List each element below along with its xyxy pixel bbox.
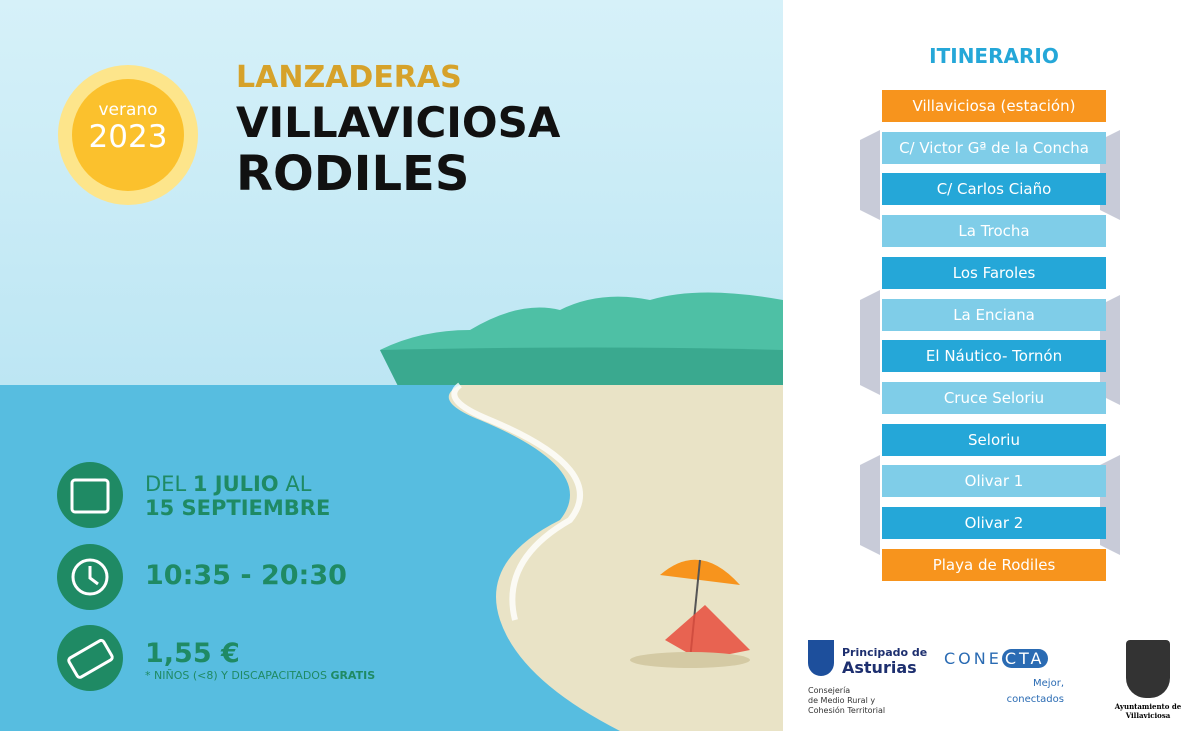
- kicker: LANZADERAS: [236, 60, 462, 95]
- itinerary-title: ITINERARIO: [929, 44, 1059, 68]
- stop: Los Faroles: [882, 256, 1106, 289]
- logo-text: Mejor,: [1033, 678, 1064, 689]
- logo-text: Villaviciosa: [1125, 711, 1171, 720]
- logo-text: Asturias: [842, 658, 917, 677]
- badge-year: 2023: [88, 119, 168, 155]
- logo-text: Ayuntamiento de: [1114, 702, 1182, 711]
- stop: La Trocha: [882, 215, 1106, 248]
- dates-part: 1 JULIO: [192, 472, 279, 496]
- logo-text: Consejería: [808, 686, 851, 695]
- umbrella: [630, 559, 750, 668]
- logo-text: CONE: [944, 649, 1002, 668]
- sun: [58, 65, 198, 205]
- price-note: * NIÑOS (<8) Y DISCAPACITADOS GRATIS: [145, 669, 375, 682]
- logo-text: de Medio Rural y: [808, 696, 876, 705]
- stop: Playa de Rodiles: [882, 548, 1106, 581]
- dates: DEL 1 JULIO AL 15 SEPTIEMBRE: [145, 472, 330, 520]
- note: * NIÑOS (<8) Y DISCAPACITADOS: [145, 669, 327, 682]
- conecta-tag: Mejor, conectados: [990, 676, 1064, 708]
- price: 1,55 €: [145, 638, 240, 669]
- stop: Villaviciosa (estación): [882, 90, 1106, 122]
- note-bold: GRATIS: [330, 669, 376, 682]
- principado-shield: [808, 640, 834, 676]
- conecta-logo: CONE CTA: [944, 649, 1048, 668]
- stop: El Náutico- Tornón: [882, 340, 1106, 373]
- stop: Seloriu: [882, 423, 1106, 456]
- stop: La Enciana: [882, 298, 1106, 331]
- logo-text: conectados: [1006, 694, 1064, 705]
- badge-top: verano: [98, 100, 158, 120]
- beach-illustration: [0, 0, 783, 731]
- stop: Cruce Seloriu: [882, 381, 1106, 414]
- season-badge: verano 2023: [83, 100, 173, 154]
- stop: Olivar 2: [882, 507, 1106, 539]
- logo-text: CTA: [1001, 649, 1048, 668]
- dates-part: DEL: [145, 472, 187, 496]
- title-line1: VILLAVICIOSA: [236, 98, 561, 147]
- stop: Olivar 1: [882, 465, 1106, 498]
- ayuntamiento: Ayuntamiento de Villaviciosa: [1108, 702, 1188, 720]
- stop: C/ Victor Gª de la Concha: [882, 131, 1106, 164]
- consejeria: Consejería de Medio Rural y Cohesión Ter…: [808, 686, 885, 716]
- principado-logo: Principado de Asturias: [842, 645, 928, 677]
- ayuntamiento-crest: [1126, 640, 1170, 698]
- logo-text: Principado de: [842, 646, 928, 659]
- title-line2: RODILES: [236, 146, 470, 202]
- dates-part: AL: [285, 472, 312, 496]
- dates-end: 15 SEPTIEMBRE: [145, 496, 331, 520]
- logo-text: Cohesión Territorial: [808, 706, 886, 715]
- hours: 10:35 - 20:30: [145, 560, 347, 591]
- stop: C/ Carlos Ciaño: [882, 173, 1106, 206]
